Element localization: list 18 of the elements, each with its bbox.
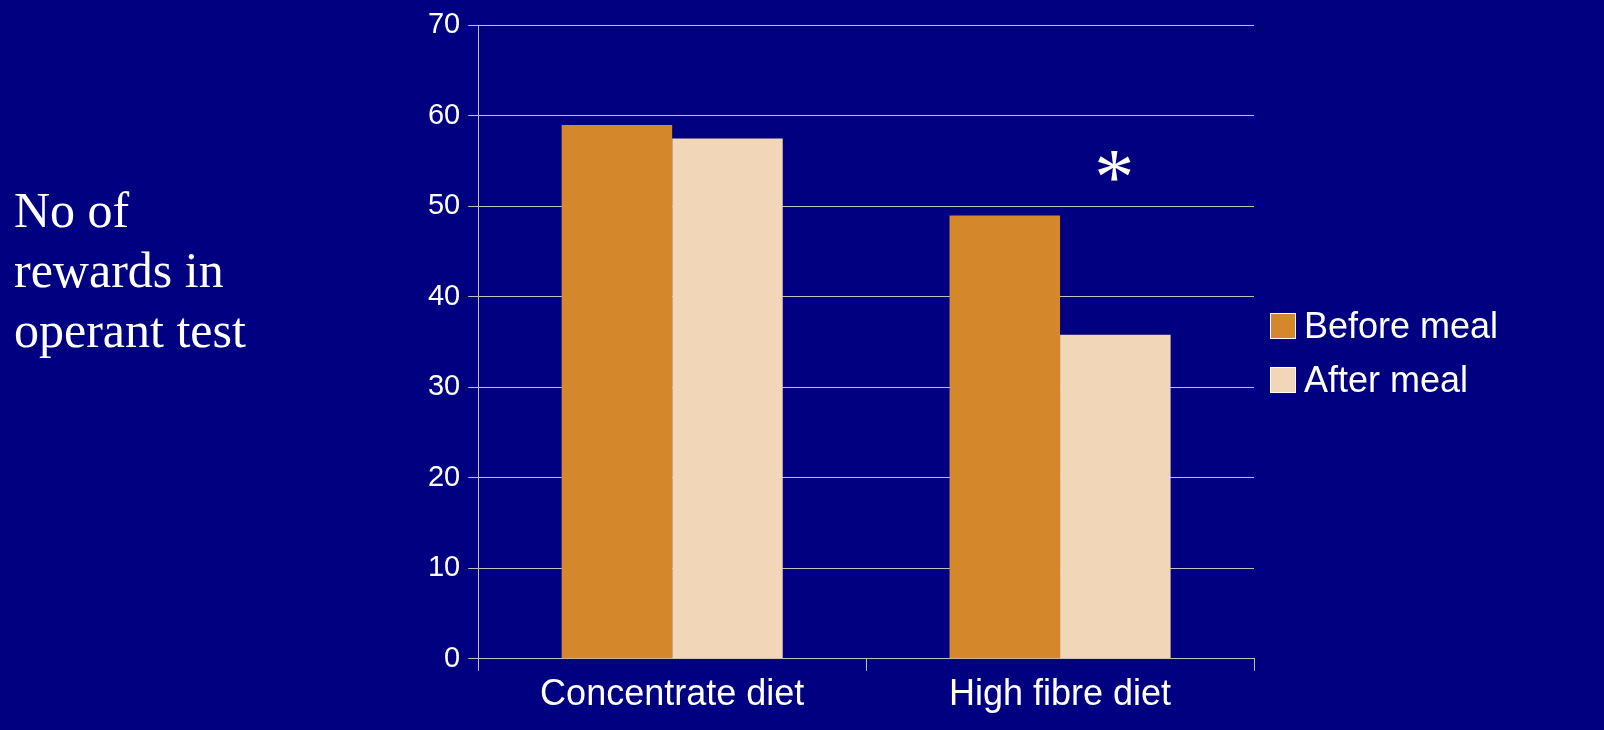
y-tick-label: 70: [427, 7, 461, 40]
bar: [561, 124, 673, 659]
y-tick-label: 30: [427, 369, 461, 402]
y-tick-label: 50: [427, 188, 461, 221]
x-tick-label: High fibre diet: [949, 672, 1172, 714]
bar: [949, 215, 1061, 659]
y-axis-title: No of rewards in operant test: [14, 181, 247, 360]
legend-label: After meal: [1304, 359, 1469, 401]
bar: [1060, 334, 1171, 659]
annotation: *: [1094, 133, 1135, 222]
y-tick-label: 10: [427, 550, 461, 583]
legend-label: Before meal: [1304, 305, 1499, 347]
y-tick-label: 60: [427, 97, 461, 130]
y-tick-label: 0: [444, 640, 461, 673]
y-tick-label: 20: [427, 459, 461, 492]
bar: [672, 138, 783, 659]
x-tick-label: Concentrate diet: [540, 672, 805, 714]
y-tick-label: 40: [427, 278, 461, 311]
